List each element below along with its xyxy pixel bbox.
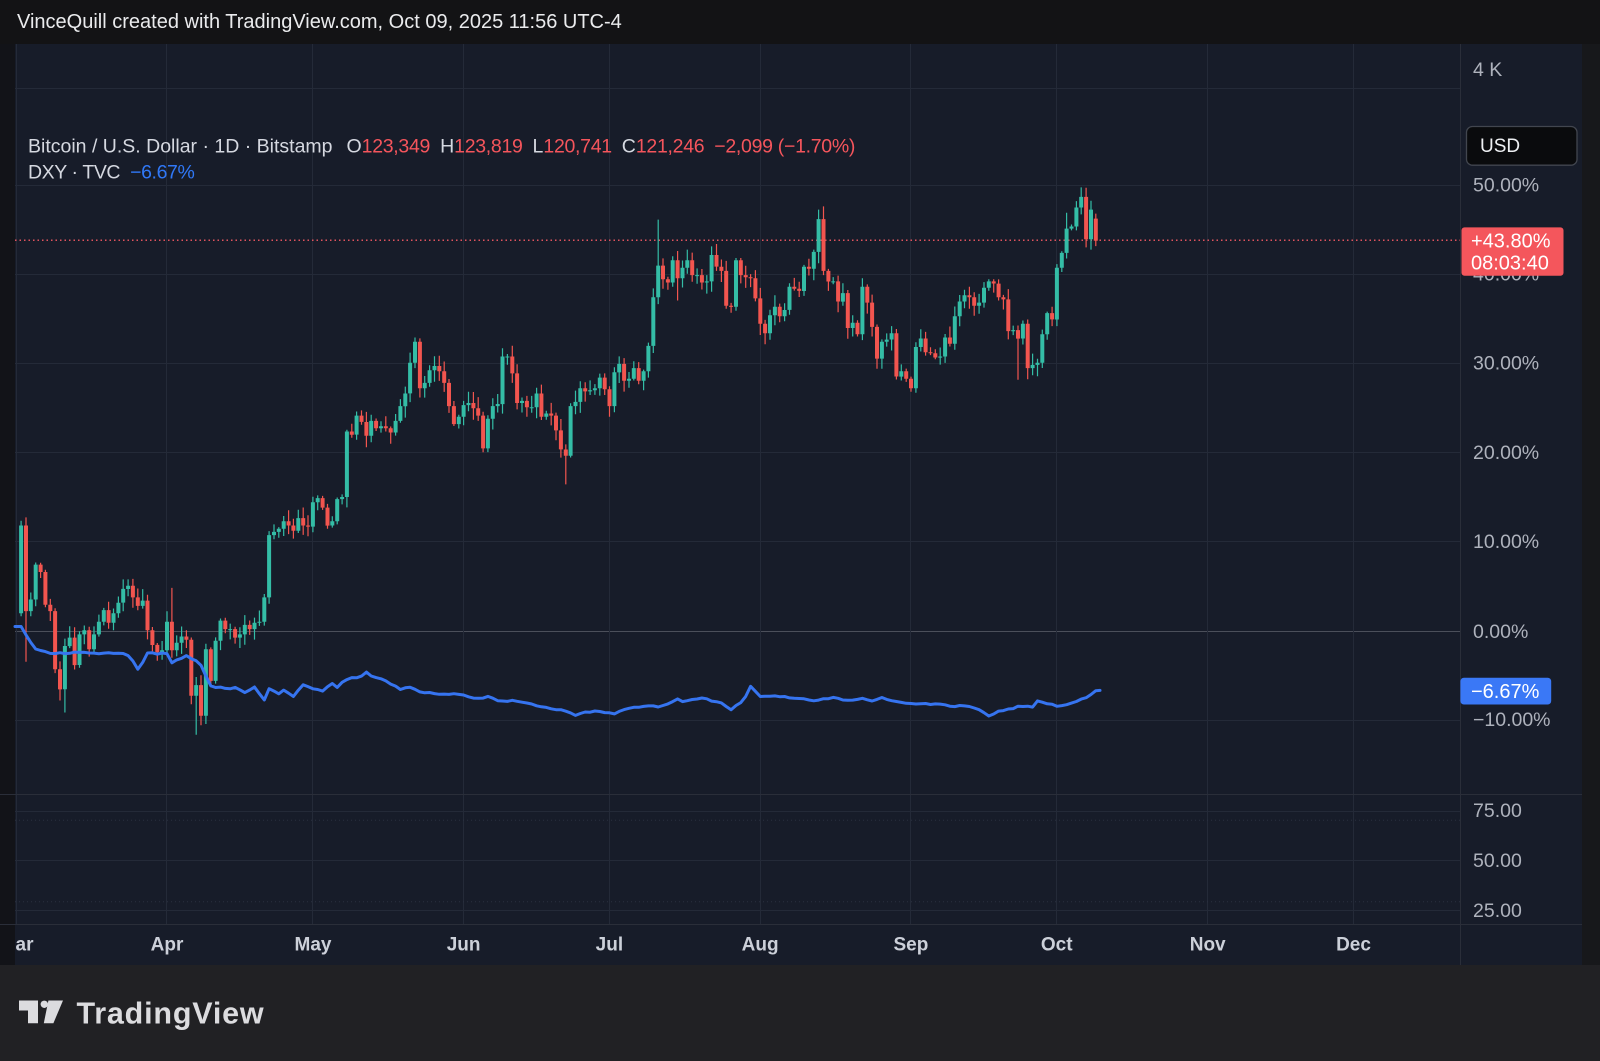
svg-text:Oct: Oct: [1041, 935, 1073, 956]
svg-text:TradingView: TradingView: [77, 997, 265, 1031]
svg-text:50.00%: 50.00%: [1473, 175, 1539, 197]
svg-text:May: May: [295, 935, 332, 956]
svg-text:USD: USD: [1480, 136, 1520, 157]
svg-text:+43.80%: +43.80%: [1471, 230, 1551, 252]
svg-text:ar: ar: [16, 935, 35, 956]
svg-text:25.00: 25.00: [1473, 900, 1522, 922]
svg-text:Dec: Dec: [1336, 935, 1371, 956]
svg-text:−6.67%: −6.67%: [1471, 681, 1540, 703]
svg-text:Nov: Nov: [1190, 935, 1226, 956]
svg-text:30.00%: 30.00%: [1473, 353, 1539, 375]
svg-text:Aug: Aug: [742, 935, 779, 956]
svg-text:08:03:40: 08:03:40: [1471, 252, 1549, 274]
svg-text:10.00%: 10.00%: [1473, 531, 1539, 553]
svg-text:75.00: 75.00: [1473, 800, 1522, 822]
svg-text:Jul: Jul: [596, 935, 623, 956]
svg-text:50.00: 50.00: [1473, 850, 1522, 872]
svg-text:Bitcoin / U.S. Dollar · 1D · B: Bitcoin / U.S. Dollar · 1D · Bitstamp O12…: [28, 136, 855, 158]
svg-text:Jun: Jun: [447, 935, 481, 956]
svg-text:Apr: Apr: [151, 935, 184, 956]
svg-text:4 K: 4 K: [1473, 59, 1502, 81]
svg-text:0.00%: 0.00%: [1473, 621, 1528, 643]
svg-text:DXY · TVC−6.67%: DXY · TVC −6.67%: [28, 161, 194, 183]
svg-text:Sep: Sep: [893, 935, 928, 956]
svg-text:20.00%: 20.00%: [1473, 442, 1539, 464]
svg-text:−10.00%: −10.00%: [1473, 709, 1551, 731]
